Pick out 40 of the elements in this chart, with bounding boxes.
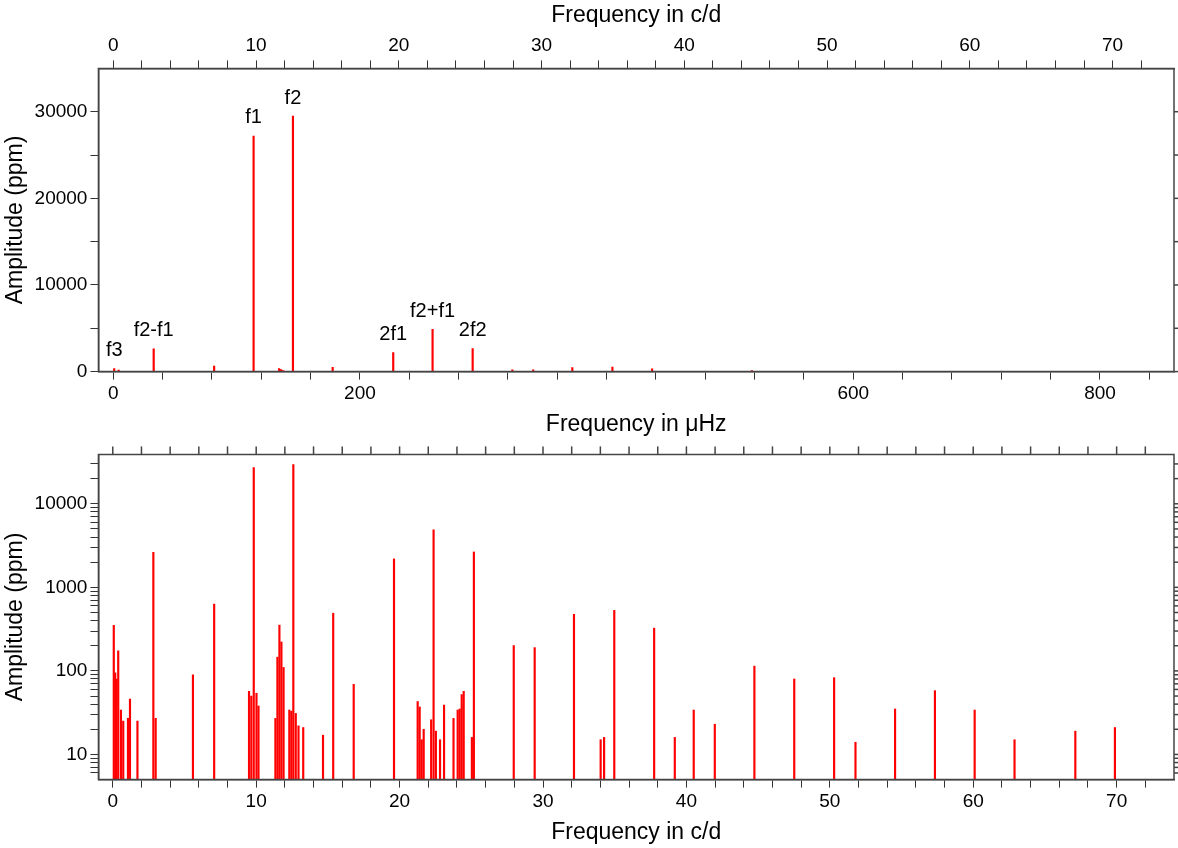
x2-tick-label: 30 (531, 34, 553, 56)
x2-tick-label: 50 (816, 34, 838, 56)
x-tick-label: 70 (1106, 790, 1128, 812)
x-tick-label: 0 (107, 790, 119, 812)
x-axis-title: Frequency in μHz (545, 409, 727, 436)
y-tick-label: 100 (55, 659, 88, 681)
y-axis-title: Amplitude (ppm) (1, 135, 28, 305)
y-tick-label: 10 (66, 742, 88, 764)
x-tick-label: 40 (675, 790, 697, 812)
x-tick-label: 10 (245, 790, 267, 812)
annotation: f2 (284, 85, 302, 108)
x-tick-label: 60 (962, 790, 984, 812)
annotation: 2f1 (379, 322, 408, 345)
y-tick-label: 1000 (45, 575, 88, 597)
x-axis-title: Frequency in c/d (551, 817, 722, 844)
x2-axis-title: Frequency in c/d (551, 1, 722, 28)
x-tick-label: 800 (1084, 382, 1116, 404)
y-tick-label: 30000 (34, 99, 88, 121)
x-tick-label: 30 (532, 790, 554, 812)
x-tick-label: 0 (107, 382, 119, 404)
x2-tick-label: 20 (388, 34, 410, 56)
y-tick-label: 10000 (34, 273, 88, 295)
x2-tick-label: 70 (1102, 34, 1124, 56)
x2-tick-label: 60 (959, 34, 981, 56)
y-axis-title: Amplitude (ppm) (1, 532, 28, 702)
x2-tick-label: 10 (245, 34, 267, 56)
x-tick-label: 200 (344, 382, 376, 404)
annotation: f1 (245, 105, 262, 128)
x-tick-label: 600 (837, 382, 870, 404)
x2-tick-label: 40 (673, 34, 695, 56)
y-tick-label: 20000 (34, 186, 88, 208)
x2-tick-label: 0 (107, 34, 119, 56)
x-tick-label: 20 (389, 790, 411, 812)
annotation: 2f2 (458, 318, 487, 341)
annotation: f2+f1 (410, 298, 456, 321)
annotation: f3 (105, 338, 123, 361)
annotation: f2-f1 (133, 318, 174, 341)
y-tick-label: 10000 (34, 492, 88, 514)
x-tick-label: 50 (819, 790, 841, 812)
y-tick-label: 0 (76, 359, 88, 381)
